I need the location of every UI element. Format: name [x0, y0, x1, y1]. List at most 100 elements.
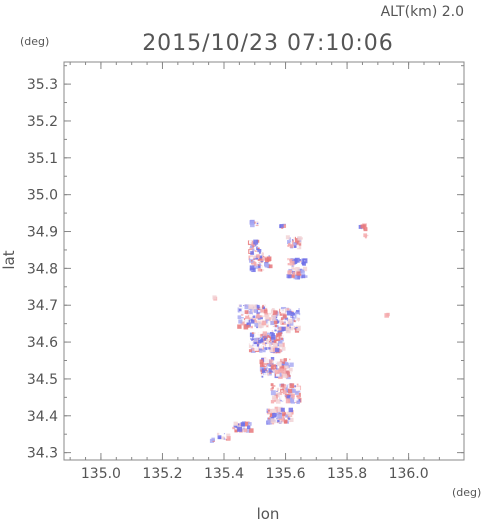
data-point — [280, 337, 284, 340]
data-point — [285, 326, 290, 331]
data-point — [212, 295, 217, 300]
data-point — [226, 433, 231, 438]
data-point — [244, 304, 250, 310]
data-point — [290, 372, 292, 374]
data-point — [280, 407, 285, 412]
data-point — [249, 245, 253, 249]
data-point — [279, 358, 283, 362]
data-point — [264, 337, 267, 341]
data-point — [298, 390, 301, 393]
data-point — [265, 319, 270, 324]
data-point — [268, 341, 271, 343]
data-point — [268, 263, 270, 266]
y-unit-label: (deg) — [20, 35, 49, 48]
data-point — [253, 258, 255, 261]
data-point — [243, 305, 245, 307]
data-point — [267, 363, 270, 367]
data-point — [250, 251, 254, 255]
data-point — [256, 318, 258, 321]
data-point — [274, 329, 277, 332]
data-point — [272, 361, 274, 363]
data-point — [244, 310, 249, 314]
data-point — [256, 319, 259, 322]
data-point — [243, 312, 248, 317]
data-point — [248, 343, 254, 348]
data-point — [261, 315, 264, 318]
data-point — [249, 309, 251, 311]
data-point — [262, 349, 266, 353]
x-tick-label: 135.2 — [142, 466, 182, 482]
data-point — [270, 363, 272, 366]
data-point — [295, 310, 300, 314]
data-point — [266, 343, 272, 349]
data-point — [251, 339, 254, 342]
data-point — [295, 321, 298, 324]
data-point — [286, 324, 290, 327]
data-point — [253, 341, 255, 343]
data-point — [281, 418, 285, 422]
data-point — [260, 309, 264, 313]
data-point — [287, 274, 292, 279]
data-point — [367, 234, 369, 237]
data-point — [258, 263, 262, 266]
data-point — [294, 242, 299, 247]
data-point — [298, 240, 302, 244]
y-tick-label: 34.5 — [27, 372, 58, 388]
data-point — [251, 241, 255, 246]
data-point — [285, 235, 290, 240]
data-point — [269, 251, 271, 253]
data-point — [386, 312, 390, 317]
data-point — [286, 269, 289, 271]
data-point — [267, 320, 271, 324]
data-point — [288, 407, 294, 413]
data-point — [277, 413, 282, 419]
data-point — [273, 360, 277, 365]
data-point — [304, 275, 308, 278]
x-axis-label: lon — [257, 505, 280, 521]
data-point — [301, 262, 305, 265]
data-point — [266, 410, 270, 413]
data-point — [249, 428, 254, 433]
data-point — [291, 388, 295, 392]
data-point — [290, 398, 295, 403]
data-point — [289, 309, 292, 311]
data-point — [260, 315, 263, 318]
data-point — [292, 397, 294, 400]
data-point — [258, 339, 262, 344]
data-point — [262, 331, 268, 336]
data-point — [302, 266, 308, 272]
data-point — [270, 309, 276, 314]
data-point — [281, 358, 284, 362]
data-point — [257, 258, 260, 261]
data-point — [262, 344, 266, 348]
data-point — [301, 274, 306, 279]
data-point — [284, 364, 289, 370]
data-point — [266, 339, 270, 343]
data-point — [288, 374, 291, 378]
x-unit-label: (deg) — [452, 486, 481, 499]
data-point — [271, 386, 274, 389]
data-point — [263, 269, 265, 271]
data-point — [273, 339, 277, 343]
data-point — [271, 395, 277, 401]
data-point — [287, 259, 290, 262]
data-point — [268, 311, 272, 315]
data-point — [278, 368, 283, 373]
data-point — [253, 332, 256, 335]
data-point — [259, 265, 263, 268]
data-point — [249, 336, 253, 339]
data-point — [267, 374, 269, 377]
data-point — [265, 344, 269, 348]
data-point — [269, 331, 274, 336]
data-point — [243, 428, 248, 433]
data-point — [281, 390, 283, 392]
data-point — [283, 358, 287, 362]
data-point — [253, 255, 256, 259]
data-point — [274, 406, 279, 411]
data-point — [259, 255, 263, 259]
data-point — [271, 316, 274, 319]
data-point — [293, 325, 296, 328]
data-point — [275, 369, 280, 375]
data-point — [289, 260, 295, 266]
